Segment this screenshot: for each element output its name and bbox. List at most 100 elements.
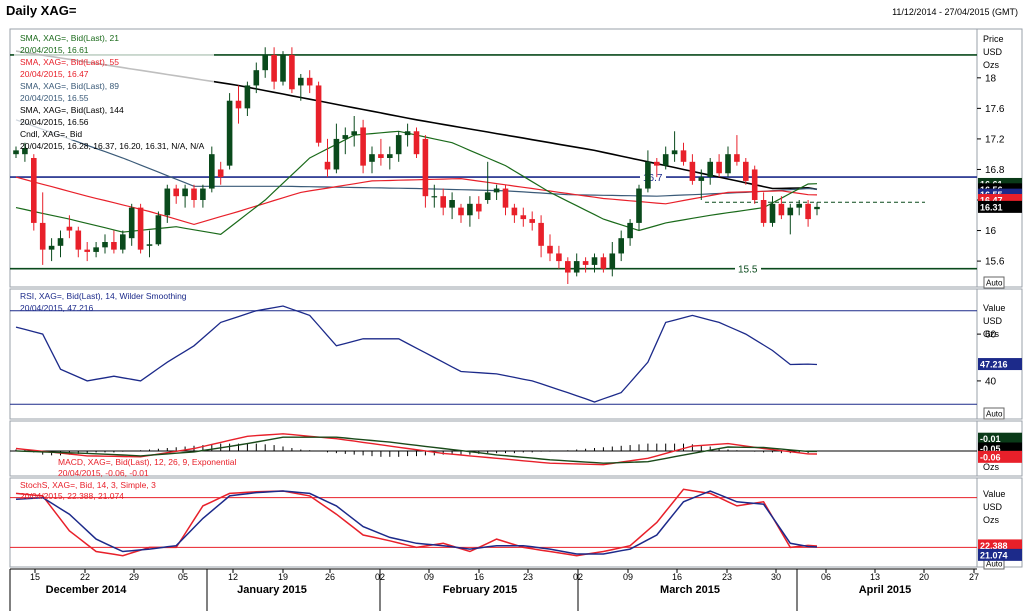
macd-value-tag (978, 450, 1022, 463)
macd-value-tag (978, 432, 1022, 445)
candle-body (200, 188, 206, 200)
candle-body (751, 169, 758, 200)
candle-body (253, 70, 260, 86)
candle-body (93, 247, 99, 252)
x-axis-tick-label: 09 (424, 572, 434, 582)
price-legend-entry-value: 20/04/2015, 16.55 (20, 93, 89, 103)
candle-body (493, 188, 500, 193)
candle-body (413, 131, 420, 155)
candle-body (520, 215, 527, 220)
candle-body (805, 203, 811, 220)
candle-body (137, 207, 144, 250)
macd-axis-units2: Ozs (983, 462, 1000, 472)
candle-body (262, 54, 268, 71)
candle-body (743, 161, 749, 181)
chart-title: Daily XAG= (6, 3, 77, 18)
candle-body (440, 196, 446, 208)
candle-body (431, 196, 438, 198)
price-axis-title: Price (983, 34, 1004, 44)
x-axis-tick-label: 06 (821, 572, 831, 582)
price-legend-entry-value: 20/04/2015, 16.28, 16.37, 16.20, 16.31, … (20, 141, 205, 151)
candle-body (556, 253, 562, 262)
rsi-legend-value: 20/04/2015, 47.216 (20, 303, 94, 313)
candle-body (787, 207, 794, 216)
candle-body (796, 203, 802, 208)
rsi-line (15, 305, 818, 403)
price-y-tick-label: 17.2 (985, 134, 1005, 145)
x-axis-tick-label: 26 (325, 572, 335, 582)
candle-body (324, 161, 331, 170)
price-level-label: 16.7 (643, 173, 663, 184)
macd-value-tag-text: -0.01 (980, 434, 1001, 444)
series-line-sma55 (15, 176, 818, 226)
candle-body (502, 188, 509, 208)
auto-button-label: Auto (986, 279, 1003, 288)
price-y-tick-label: 18 (985, 73, 997, 84)
candle-body (645, 161, 651, 189)
price-legend-entry: SMA, XAG=, Bid(Last), 55 (20, 57, 119, 67)
candle-body (164, 188, 171, 216)
candle-body (351, 131, 357, 136)
x-axis-tick-label: 13 (870, 572, 880, 582)
candle-body (698, 177, 705, 181)
x-axis-tick-label: 22 (80, 572, 90, 582)
candle-body (209, 154, 215, 189)
candle-body (39, 222, 46, 250)
stoch-line-1 (15, 490, 818, 555)
candle-body (609, 253, 616, 269)
candle-body (654, 161, 660, 166)
candle-body (734, 154, 740, 162)
x-axis-tick-label: 16 (474, 572, 484, 582)
candle-body (760, 200, 767, 223)
stoch-axis-units2: Ozs (983, 515, 1000, 525)
candle-body (191, 188, 197, 200)
stoch-value-tag (978, 539, 1022, 552)
price-legend: SMA, XAG=, Bid(Last), 21 20/04/2015, 16.6… (14, 32, 214, 151)
candle-body (458, 207, 464, 216)
candle-body (387, 154, 393, 158)
price-level-label: 15.5 (738, 265, 758, 276)
candle-body (102, 242, 108, 248)
candle-body (333, 138, 340, 170)
candle-body (155, 215, 162, 245)
candle-body (565, 261, 571, 273)
candle-body (280, 54, 286, 82)
candle-body (680, 150, 687, 162)
candle-body (547, 245, 553, 254)
x-axis-tick-label: 23 (722, 572, 732, 582)
price-y-tick-label: 16 (985, 226, 997, 237)
candle-body (814, 206, 820, 210)
rsi-y-tick-label: 60 (985, 330, 997, 341)
stoch-value-tag-text: 21.074 (980, 550, 1008, 560)
x-axis-tick-label: 12 (228, 572, 238, 582)
candle-body (271, 54, 277, 82)
x-axis-tick-label: 27 (969, 572, 979, 582)
auto-button (983, 276, 1005, 289)
price-y-tick-label: 15.6 (985, 257, 1005, 268)
rsi-axis-units2: Ozs (983, 329, 1000, 339)
rsi-legend-title: RSI, XAG=, Bid(Last), 14, Wilder Smoothi… (20, 291, 187, 301)
candle-body (618, 238, 624, 254)
candle-body (529, 219, 535, 223)
stoch-panel-frame (9, 477, 1023, 568)
candle-body (31, 158, 37, 223)
x-axis-month-label: December 2014 (46, 584, 128, 596)
candle-body (111, 242, 117, 250)
x-axis-tick-label: 30 (771, 572, 781, 582)
macd-value-tag-text: -0.06 (980, 452, 1001, 462)
candle-body (306, 77, 313, 86)
x-axis-month-label: January 2015 (237, 584, 307, 596)
price-y-tick-label: 16.8 (985, 165, 1005, 176)
price-value-tag-text: 16.47 (980, 196, 1003, 206)
x-axis-tick-label: 16 (672, 572, 682, 582)
x-axis-tick-label: 20 (919, 572, 929, 582)
price-legend-entry: SMA, XAG=, Bid(Last), 21 (20, 33, 119, 43)
auto-button-label: Auto (986, 410, 1003, 419)
candle-body (395, 135, 402, 155)
candle-body (404, 131, 411, 136)
stoch-axis-units: USD (983, 502, 1003, 512)
candle-body (217, 169, 224, 178)
macd-legend-value: 20/04/2015, -0.06, -0.01 (58, 468, 149, 478)
candle-body (627, 222, 633, 239)
candle-body (582, 261, 589, 265)
